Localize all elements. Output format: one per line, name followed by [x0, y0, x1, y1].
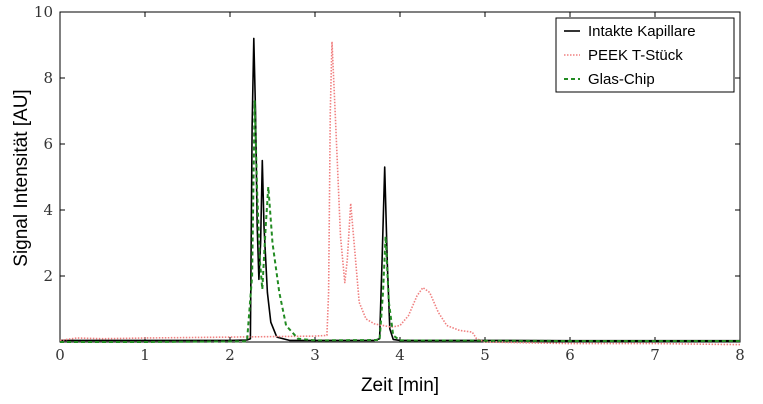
x-tick-label: 7	[650, 346, 660, 364]
legend-label-peek-t-stueck: PEEK T-Stück	[588, 47, 683, 64]
series-line-intakte-kapillare	[60, 37, 740, 342]
y-tick-label: 2	[43, 267, 53, 285]
x-tick-label: 4	[395, 346, 405, 364]
y-tick-label: 6	[43, 135, 53, 153]
axis-ticks: 0 1 2 3 4 5 6 7 8 2 4 6 8 10	[34, 3, 745, 364]
x-tick-label: 2	[225, 346, 235, 364]
x-tick-label: 0	[55, 346, 65, 364]
x-tick-label: 8	[735, 346, 745, 364]
x-tick-label: 5	[480, 346, 490, 364]
series-line-peek-t-st-ck	[59, 40, 741, 346]
x-tick-label: 6	[565, 346, 575, 364]
x-tick-label: 3	[310, 346, 320, 364]
legend-label-glas-chip: Glas-Chip	[588, 71, 655, 88]
y-tick-label: 8	[43, 69, 53, 87]
legend: Intakte Kapillare PEEK T-Stück Glas-Chip	[555, 17, 735, 93]
x-axis-title: Zeit [min]	[361, 375, 439, 396]
legend-label-intakte-kapillare: Intakte Kapillare	[588, 23, 696, 40]
y-axis-title: Signal Intensität [AU]	[11, 89, 32, 266]
x-tick-label: 1	[140, 346, 150, 364]
y-tick-label: 10	[34, 3, 53, 21]
y-tick-label: 4	[43, 201, 53, 219]
legend-box	[555, 17, 735, 93]
series-layer	[59, 37, 741, 346]
series-line-glas-chip	[60, 100, 740, 343]
